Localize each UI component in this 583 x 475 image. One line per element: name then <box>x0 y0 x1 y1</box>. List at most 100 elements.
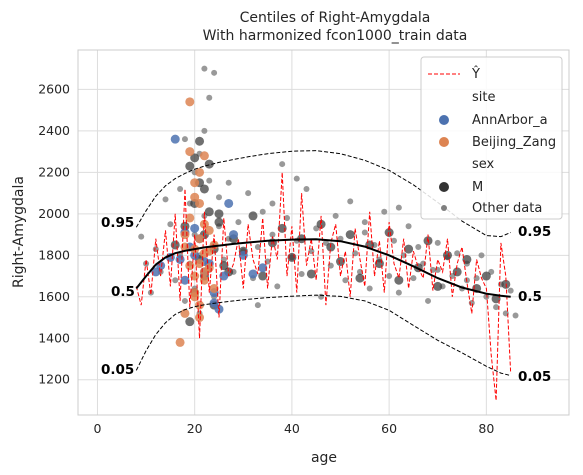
y-tick-label: 2000 <box>38 206 70 221</box>
male-data-point <box>199 184 209 194</box>
other-data-point <box>245 190 252 197</box>
legend-beijing-swatch <box>439 137 449 147</box>
beijing-data-point <box>195 300 205 310</box>
male-data-point <box>355 273 365 283</box>
chart-subtitle: With harmonized fcon1000_train data <box>203 28 468 44</box>
beijing-data-point <box>180 230 190 240</box>
beijing-data-point <box>190 178 200 188</box>
legend-other-label: Other data <box>472 201 542 216</box>
other-data-point <box>274 283 281 290</box>
legend-annarbor-label: AnnArbor_a <box>472 113 548 128</box>
male-data-point <box>423 236 433 246</box>
centile-label-095-right: 0.95 <box>518 224 551 240</box>
other-data-point <box>425 297 432 304</box>
male-data-point <box>452 267 462 277</box>
centile-line-095 <box>135 150 511 238</box>
other-data-point <box>181 136 188 143</box>
male-data-point <box>204 159 214 169</box>
male-data-point <box>491 294 501 304</box>
beijing-data-point <box>185 147 195 157</box>
beijing-data-point <box>180 308 190 318</box>
male-data-point <box>204 207 214 217</box>
other-data-point <box>181 297 188 304</box>
beijing-data-point <box>175 337 185 347</box>
other-data-point <box>361 229 368 236</box>
legend-box <box>420 56 563 220</box>
other-data-point <box>405 223 412 230</box>
male-data-point <box>433 281 443 291</box>
other-data-point <box>342 277 349 284</box>
other-data-point <box>269 231 276 238</box>
y-tick-label: 1400 <box>38 330 70 345</box>
x-tick-labels: 0 20 40 60 80 <box>93 421 494 436</box>
centile-label-05-left: 0.5 <box>111 284 135 300</box>
y-tick-labels: 1200 1400 1600 1800 2000 2200 2400 2600 <box>38 81 70 386</box>
legend-other-swatch <box>441 205 447 211</box>
other-data-point <box>415 244 422 251</box>
legend-beijing-label: Beijing_Zang <box>472 135 556 150</box>
male-data-point <box>258 271 268 281</box>
male-data-point <box>462 254 472 264</box>
legend: Ŷ site AnnArbor_a Beijing_Zang sex M Oth… <box>420 56 563 220</box>
beijing-data-point <box>209 283 219 293</box>
other-data-point <box>254 302 261 309</box>
male-data-point <box>336 257 346 267</box>
yhat-line <box>135 172 512 401</box>
x-tick-label: 40 <box>284 421 300 436</box>
male-data-point <box>190 153 200 163</box>
other-data-point <box>211 69 218 76</box>
legend-sex-title: sex <box>472 157 495 172</box>
male-data-point <box>180 221 190 231</box>
other-data-point <box>386 273 393 280</box>
legend-male-swatch <box>439 182 449 192</box>
other-data-point <box>215 194 222 201</box>
annarbor-data-point <box>224 198 234 208</box>
beijing-data-point <box>190 288 200 298</box>
other-data-point <box>512 312 519 319</box>
other-data-point <box>172 277 179 284</box>
other-data-point <box>395 204 402 211</box>
x-tick-label: 20 <box>187 421 203 436</box>
beijing-data-point <box>185 97 195 107</box>
beijing-data-point <box>190 192 200 202</box>
other-data-point <box>293 175 300 182</box>
other-data-point <box>434 239 441 246</box>
x-tick-label: 60 <box>381 421 397 436</box>
other-data-point <box>390 237 397 244</box>
centile-line-05 <box>135 238 511 298</box>
centile-label-005-left: 0.05 <box>101 362 134 378</box>
centile-curves <box>135 150 511 377</box>
other-data-point <box>279 161 286 168</box>
y-tick-label: 2600 <box>38 81 70 96</box>
male-data-point <box>316 219 326 229</box>
y-tick-label: 2200 <box>38 164 70 179</box>
annarbor-data-point <box>190 223 200 233</box>
male-data-point <box>481 271 491 281</box>
x-axis-label: age <box>311 450 337 466</box>
annarbor-data-point <box>248 269 258 279</box>
annarbor-data-point <box>258 263 268 273</box>
male-data-point <box>384 228 394 237</box>
male-data-point <box>214 217 224 227</box>
male-data-point <box>404 244 414 254</box>
beijing-data-point <box>204 225 214 235</box>
other-data-point <box>206 94 213 101</box>
x-tick-label: 80 <box>478 421 494 436</box>
male-data-point <box>306 269 316 279</box>
annarbor-data-point <box>151 267 161 277</box>
centile-label-05-right: 0.5 <box>518 289 542 305</box>
plot-frame <box>77 49 570 416</box>
beijing-data-point <box>195 259 205 269</box>
other-data-point <box>361 219 368 226</box>
other-data-point <box>483 293 490 300</box>
legend-male-label: M <box>472 180 483 195</box>
centile-label-005-right: 0.05 <box>518 369 551 385</box>
other-data-point <box>162 196 169 203</box>
beijing-data-point <box>195 167 205 177</box>
other-data-point <box>177 185 184 192</box>
yhat-series <box>135 172 512 401</box>
other-data-point <box>254 244 261 251</box>
annarbor-data-point <box>180 275 190 285</box>
other-data-point <box>269 200 276 207</box>
